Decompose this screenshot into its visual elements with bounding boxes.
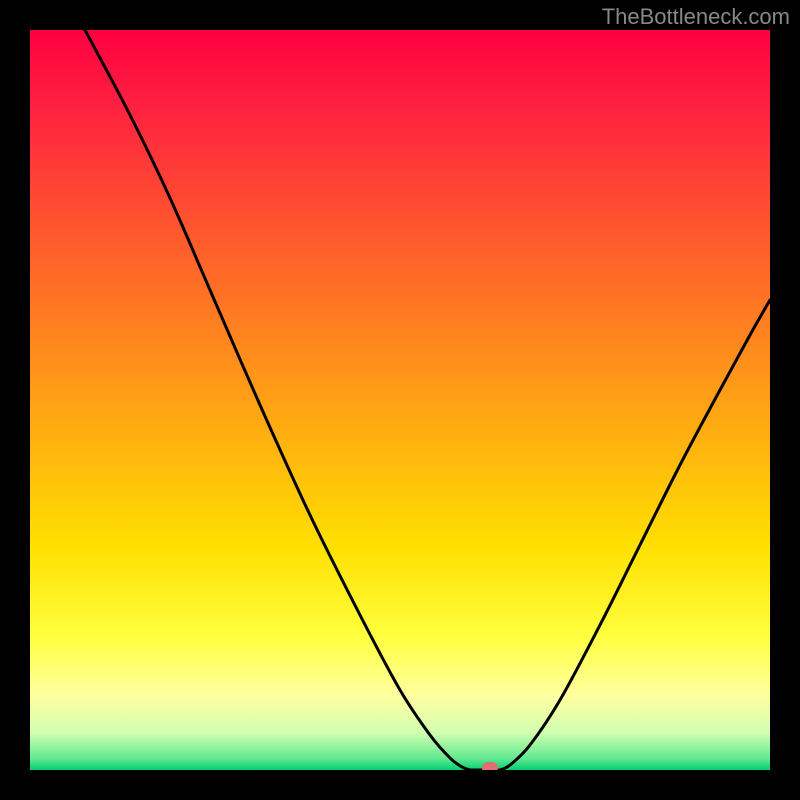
plot-area [30,30,770,770]
watermark-text: TheBottleneck.com [602,4,790,30]
chart-container: TheBottleneck.com [0,0,800,800]
optimal-point-marker [482,762,498,770]
bottleneck-curve [30,30,770,770]
